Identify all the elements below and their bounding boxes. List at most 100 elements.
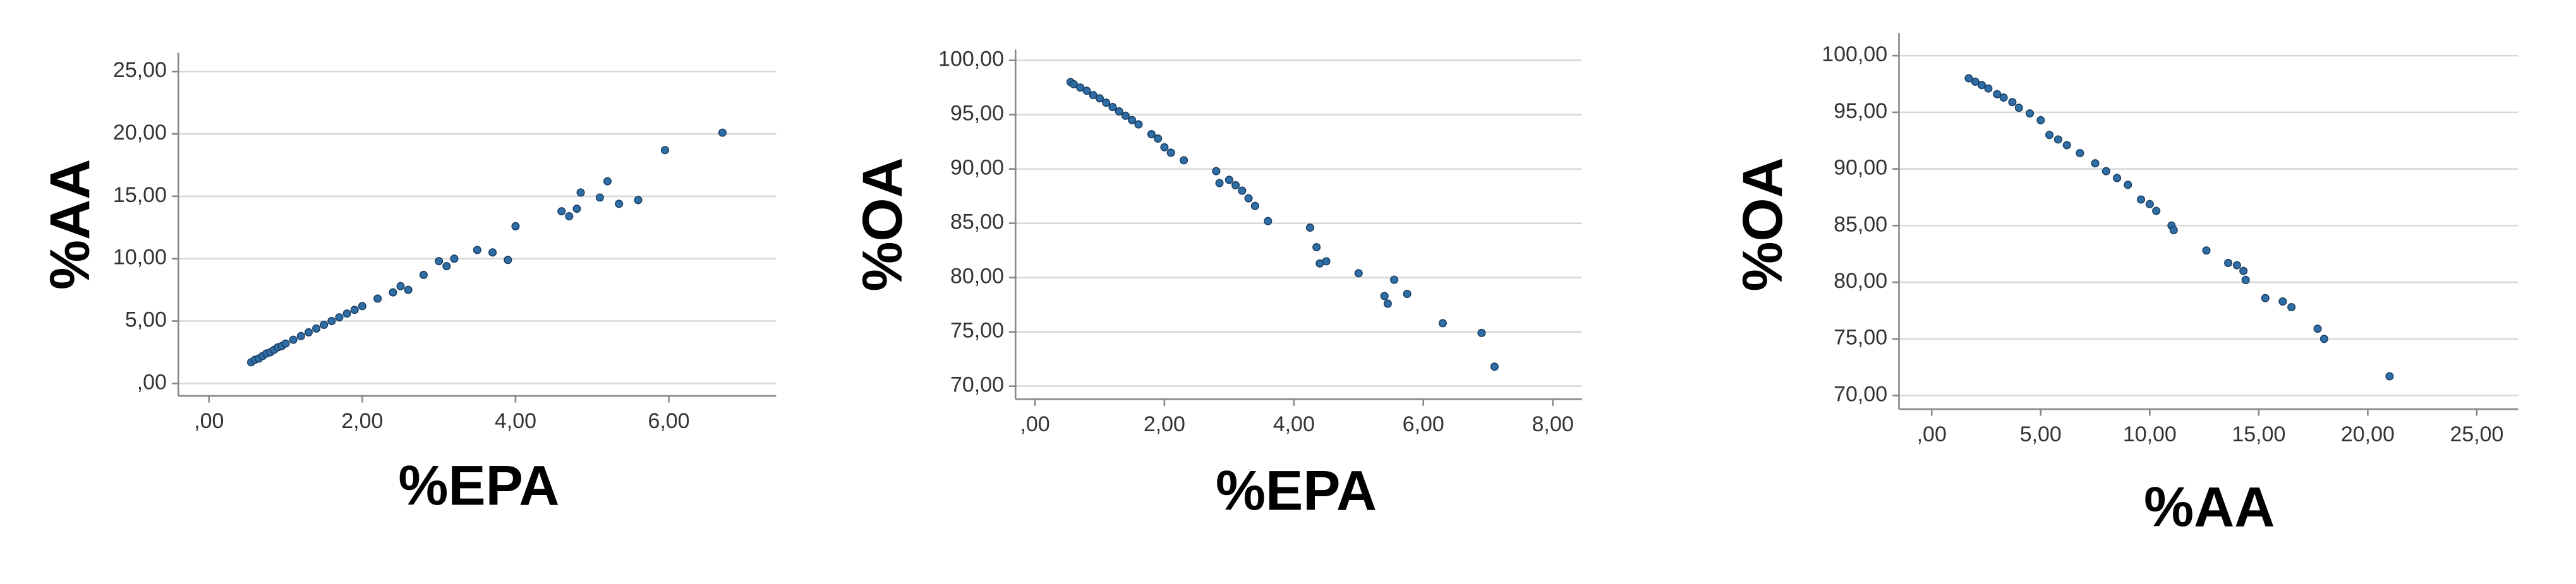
point <box>1390 275 1399 284</box>
point <box>1225 176 1233 184</box>
point <box>435 257 444 266</box>
x-tick-label: 2,00 <box>341 409 383 433</box>
point <box>603 177 612 186</box>
point <box>634 196 643 205</box>
point <box>2036 116 2045 124</box>
x-axis-title: %EPA <box>398 455 559 517</box>
x-tick-label: 6,00 <box>648 409 689 433</box>
point <box>2025 109 2035 118</box>
y-tick-label: ,00 <box>137 370 167 394</box>
point <box>2287 302 2296 312</box>
y-tick-label: 15,00 <box>113 183 167 207</box>
y-tick-label: 80,00 <box>1834 269 1887 293</box>
point <box>350 306 359 314</box>
point <box>1238 186 1247 195</box>
point <box>2136 195 2146 204</box>
point <box>320 320 329 329</box>
x-tick-label: ,00 <box>1020 412 1049 436</box>
point <box>419 270 428 279</box>
x-tick-label: ,00 <box>194 409 224 433</box>
x-tick-label: 2,00 <box>1144 412 1185 436</box>
point <box>1984 84 1993 93</box>
y-tick-label: 85,00 <box>1834 212 1887 236</box>
point <box>1180 156 1188 165</box>
point <box>358 302 366 311</box>
point <box>1102 98 1111 107</box>
y-tick-label: 95,00 <box>950 102 1004 126</box>
point <box>595 193 604 202</box>
point <box>304 328 313 337</box>
point <box>1438 319 1447 328</box>
point <box>1999 93 2008 102</box>
x-tick-label: 4,00 <box>495 409 536 433</box>
point <box>1978 81 1986 90</box>
point <box>1477 328 1486 337</box>
point <box>1160 143 1169 152</box>
point <box>576 188 585 197</box>
point <box>488 248 497 257</box>
point <box>2224 259 2233 268</box>
point <box>2278 297 2287 306</box>
point <box>2239 266 2248 275</box>
point <box>335 313 344 322</box>
y-tick-label: 90,00 <box>1834 156 1887 180</box>
point <box>2319 335 2328 343</box>
point <box>373 294 382 303</box>
point <box>2124 181 2132 189</box>
point <box>1134 120 1143 129</box>
point <box>1971 77 1980 86</box>
y-tick-label: 70,00 <box>950 373 1004 397</box>
point <box>1964 74 1973 83</box>
point <box>2241 275 2250 284</box>
x-tick-label: 10,00 <box>2123 422 2177 446</box>
x-tick-label: 4,00 <box>1273 412 1315 436</box>
point <box>1354 269 1363 278</box>
point <box>2202 246 2211 255</box>
point <box>1383 299 1392 308</box>
point <box>1380 292 1389 301</box>
point <box>1305 223 1314 232</box>
y-tick-label: 80,00 <box>950 265 1004 289</box>
point <box>2091 159 2100 168</box>
point <box>289 335 298 344</box>
point <box>2014 104 2023 112</box>
point <box>296 331 305 340</box>
x-tick-label: 6,00 <box>1403 412 1444 436</box>
point <box>312 324 321 333</box>
point <box>442 262 451 271</box>
point <box>615 200 624 208</box>
point <box>1082 86 1091 95</box>
point <box>718 128 727 137</box>
y-tick-label: 75,00 <box>1834 326 1887 350</box>
x-tick-label: 5,00 <box>2020 422 2062 446</box>
point <box>404 285 413 294</box>
point <box>389 288 397 297</box>
y-tick-label: 100,00 <box>938 47 1004 71</box>
point <box>396 282 405 290</box>
point <box>2045 131 2054 140</box>
point <box>473 246 481 254</box>
y-tick-label: 25,00 <box>113 58 167 82</box>
y-tick-label: 90,00 <box>950 156 1004 180</box>
point <box>1128 116 1137 124</box>
point <box>2062 141 2071 150</box>
point <box>1231 181 1240 189</box>
point <box>2076 148 2084 158</box>
point <box>1154 134 1163 143</box>
point <box>2261 294 2270 302</box>
point <box>327 317 336 326</box>
point <box>1322 257 1331 266</box>
point <box>572 205 581 213</box>
point <box>2152 206 2161 215</box>
point <box>2113 174 2122 182</box>
point <box>2053 135 2062 144</box>
y-tick-label: 10,00 <box>113 246 167 270</box>
point <box>1212 167 1221 176</box>
point <box>1244 194 1253 203</box>
point <box>660 146 669 155</box>
point <box>2385 372 2394 381</box>
point <box>342 309 351 318</box>
point <box>1264 217 1273 225</box>
point <box>2169 225 2178 235</box>
